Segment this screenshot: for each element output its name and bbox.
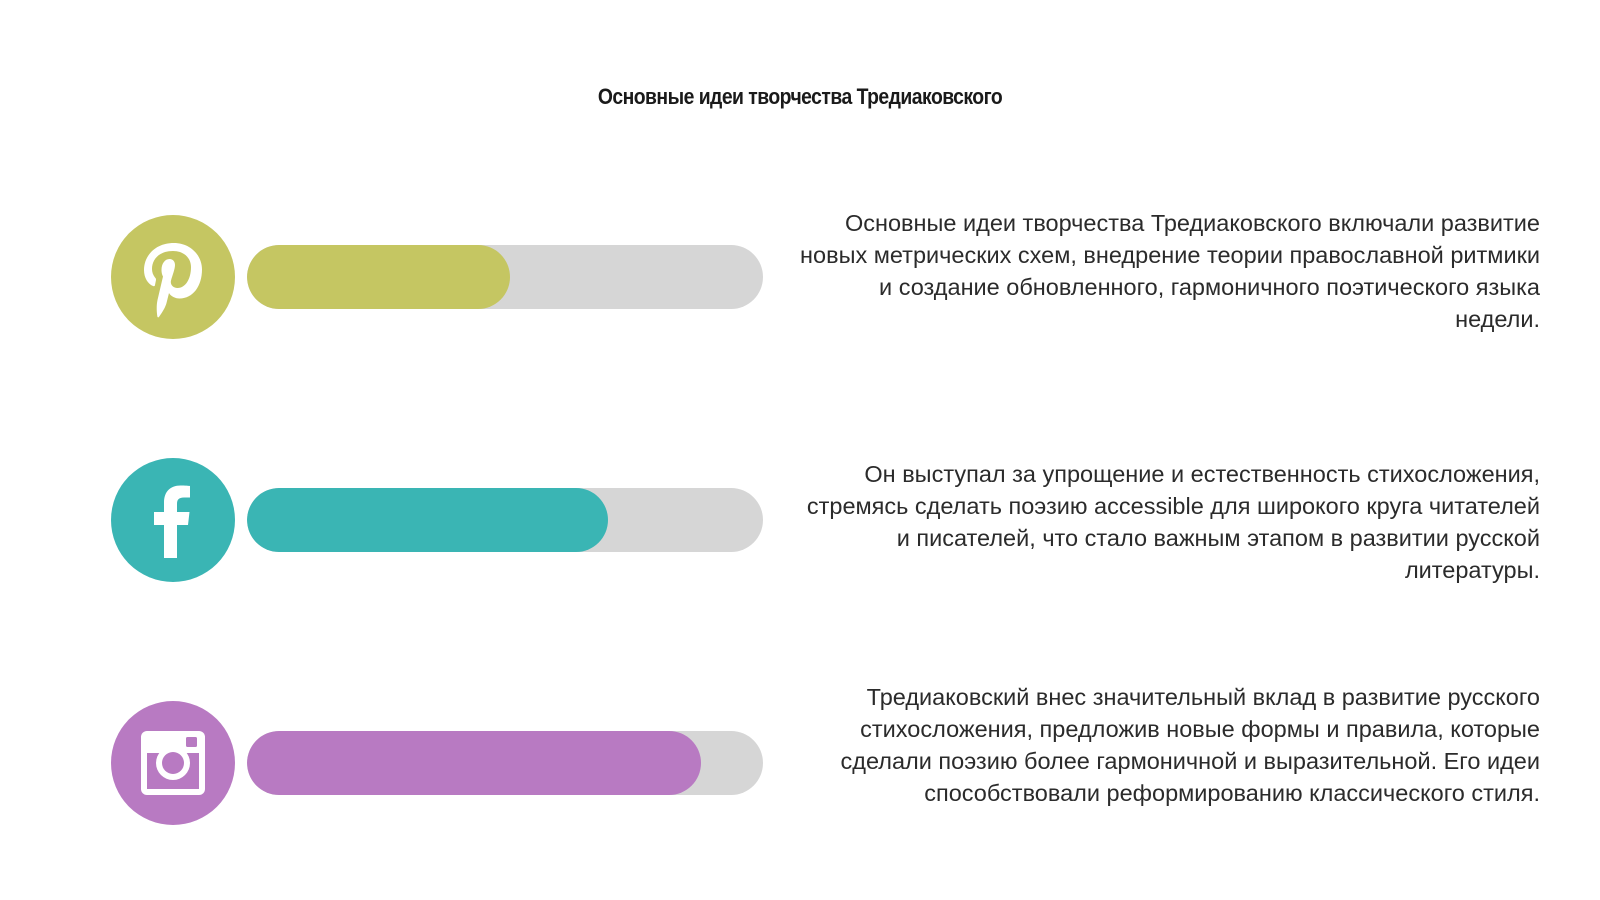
progress-bar-3	[247, 731, 763, 795]
progress-bar-1	[247, 245, 763, 309]
progress-fill-3	[247, 731, 702, 795]
item-text-1: Основные идеи творчества Тредиаковского …	[800, 210, 1540, 332]
facebook-icon	[111, 458, 235, 582]
instagram-icon	[111, 701, 235, 825]
pinterest-icon	[111, 215, 235, 339]
item-text-3: Тредиаковский внес значительный вклад в …	[840, 684, 1541, 806]
slide-title: Основные идеи творчества Тредиаковского	[597, 84, 1003, 109]
progress-fill-2	[247, 488, 609, 552]
item-text-2: Он выступал за упрощение и естественност…	[806, 461, 1540, 583]
progress-fill-1	[247, 245, 511, 309]
progress-bar-2	[247, 488, 763, 552]
